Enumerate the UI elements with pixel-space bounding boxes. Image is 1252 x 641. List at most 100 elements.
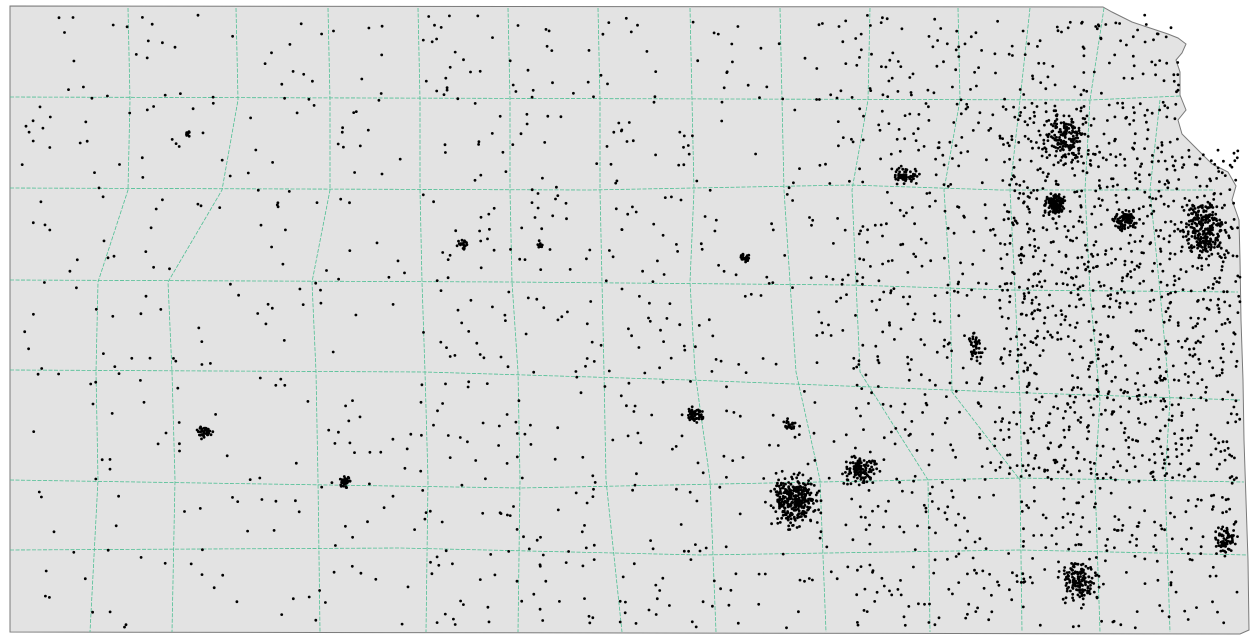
location-dot	[1130, 249, 1133, 253]
location-dot	[541, 619, 545, 622]
location-dot	[206, 433, 210, 437]
location-dot	[1211, 218, 1215, 222]
location-dot	[1213, 277, 1217, 280]
location-dot	[790, 475, 793, 479]
location-dot	[1081, 169, 1085, 173]
location-dot	[333, 442, 337, 445]
location-dot	[1041, 171, 1045, 174]
location-dot	[1187, 237, 1191, 241]
location-dot	[654, 613, 658, 616]
location-dot	[1161, 466, 1165, 470]
location-dot	[994, 71, 997, 75]
location-dot	[1092, 582, 1096, 585]
location-dot	[917, 148, 920, 152]
location-dot	[1049, 192, 1053, 196]
location-dot	[1189, 393, 1193, 397]
location-dot	[867, 475, 871, 479]
location-dot	[1019, 353, 1023, 357]
location-dot	[928, 378, 932, 382]
location-dot	[1134, 221, 1138, 225]
location-dot	[1079, 205, 1083, 209]
location-dot	[975, 355, 979, 359]
location-dot	[144, 250, 148, 254]
location-dot	[1076, 293, 1080, 297]
location-dot	[509, 248, 512, 251]
location-dot	[1121, 101, 1124, 105]
location-dot	[1078, 195, 1082, 198]
location-dot	[951, 85, 954, 89]
location-dot	[1189, 289, 1193, 293]
location-dot	[1043, 123, 1046, 127]
location-dot	[611, 255, 615, 259]
location-dot	[648, 319, 652, 323]
location-dot	[946, 283, 950, 287]
location-dot	[330, 481, 334, 484]
location-dot	[844, 62, 848, 65]
location-dot	[789, 521, 792, 525]
location-dot	[874, 344, 878, 348]
location-dot	[1074, 275, 1078, 279]
location-dot	[1123, 390, 1127, 393]
location-dot	[444, 76, 448, 80]
location-dot	[1044, 199, 1047, 203]
location-dot	[1162, 237, 1166, 241]
location-dot	[320, 485, 324, 489]
location-dot	[957, 205, 961, 209]
location-dot	[797, 509, 801, 513]
location-dot	[553, 457, 557, 461]
location-dot	[173, 45, 177, 49]
location-dot	[266, 302, 270, 306]
location-dot	[1072, 283, 1076, 287]
location-dot	[1196, 243, 1199, 247]
location-dot	[117, 494, 120, 498]
location-dot	[1172, 79, 1176, 83]
location-dot	[1124, 209, 1128, 212]
location-dot	[954, 455, 957, 459]
location-dot	[1199, 249, 1202, 253]
location-dot	[890, 76, 894, 80]
location-dot	[1228, 163, 1232, 167]
location-dot	[682, 344, 686, 348]
location-dot	[1230, 165, 1234, 169]
location-dot	[1055, 114, 1059, 118]
location-dot	[258, 476, 262, 480]
location-dot	[1082, 303, 1086, 307]
location-dot	[1209, 248, 1212, 252]
location-dot	[1162, 397, 1165, 401]
location-dot	[777, 42, 781, 46]
location-dot	[631, 139, 635, 143]
location-dot	[1187, 242, 1190, 245]
location-dot	[1232, 201, 1235, 205]
location-dot	[943, 209, 947, 213]
location-dot	[989, 228, 992, 232]
location-dot	[1236, 535, 1239, 538]
location-dot	[488, 227, 491, 231]
location-dot	[1072, 153, 1076, 157]
location-dot	[998, 134, 1002, 138]
location-dot	[729, 588, 733, 592]
location-dot	[1164, 339, 1168, 343]
location-dot	[1199, 341, 1202, 344]
location-dot	[1070, 117, 1074, 121]
location-dot	[44, 569, 48, 573]
location-dot	[1093, 152, 1097, 156]
location-dot	[1023, 294, 1026, 298]
location-dot	[922, 145, 926, 148]
location-dot	[1184, 235, 1188, 238]
location-dot	[1008, 183, 1011, 187]
location-dot	[1091, 413, 1095, 417]
location-dot	[744, 371, 748, 374]
location-dot	[435, 555, 439, 559]
location-dot	[294, 499, 297, 503]
location-dot	[943, 338, 946, 342]
location-dot	[983, 203, 987, 207]
location-dot	[881, 402, 885, 406]
location-dot	[515, 455, 519, 459]
location-dot	[1033, 272, 1037, 275]
location-dot	[1026, 366, 1030, 370]
location-dot	[801, 498, 805, 501]
location-dot	[473, 178, 477, 182]
location-dot	[1095, 394, 1099, 398]
location-dot	[1100, 412, 1103, 416]
location-dot	[186, 132, 190, 136]
